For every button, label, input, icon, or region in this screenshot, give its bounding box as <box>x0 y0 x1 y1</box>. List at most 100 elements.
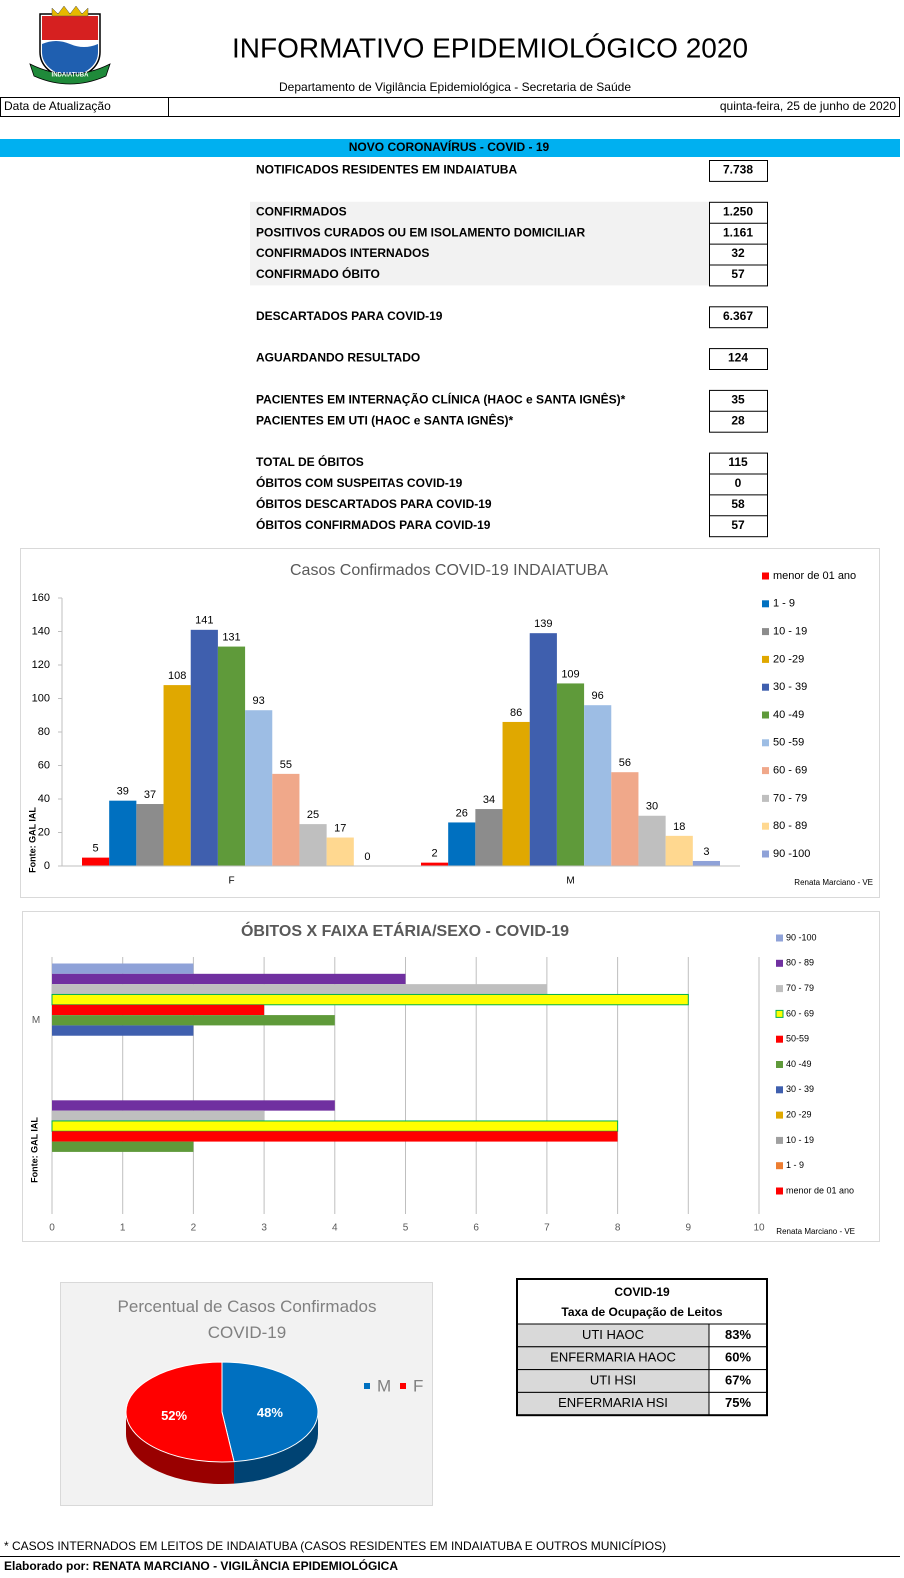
data-label: 17 <box>334 822 346 834</box>
stat-value: 124 <box>728 351 748 365</box>
bar <box>190 629 218 866</box>
data-label: 34 <box>483 794 495 806</box>
data-label: 25 <box>307 809 319 821</box>
bar <box>245 710 273 866</box>
y-tick-label: 120 <box>32 659 50 671</box>
legend-label: 30 - 39 <box>786 1084 814 1094</box>
stat-value: 1.161 <box>723 225 753 239</box>
bar <box>51 993 689 1006</box>
bar <box>448 822 476 866</box>
bar <box>529 633 557 866</box>
legend-label: 60 - 69 <box>786 1008 814 1018</box>
y-tick-label: 160 <box>32 592 50 604</box>
pie-slice <box>221 1361 319 1463</box>
footer-author: Elaborado por: RENATA MARCIANO - VIGILÂN… <box>4 1558 398 1573</box>
legend-swatch <box>776 1035 783 1043</box>
x-tick-label: 7 <box>544 1223 550 1234</box>
legend-swatch <box>762 572 769 580</box>
x-tick-label: 3 <box>261 1223 267 1234</box>
bar <box>692 860 720 866</box>
legend-label: 1 - 9 <box>773 598 795 610</box>
legend-swatch <box>762 628 769 636</box>
bar <box>136 804 164 866</box>
data-label: 86 <box>510 707 522 719</box>
legend-swatch <box>762 767 769 775</box>
bar <box>502 721 530 866</box>
table-label: UTI HSI <box>590 1372 636 1387</box>
stat-label: ÓBITOS CONFIRMADOS PARA COVID-19 <box>256 517 491 532</box>
bar <box>52 1025 194 1036</box>
stat-value: 28 <box>731 413 745 427</box>
data-label: 0 <box>364 851 370 863</box>
legend-swatch <box>776 934 783 942</box>
page-title: INFORMATIVO EPIDEMIOLÓGICO 2020 <box>232 32 748 63</box>
data-label: 109 <box>561 668 579 680</box>
chart-frame <box>22 911 880 1242</box>
data-label: 39 <box>117 786 129 798</box>
legend-swatch <box>776 959 783 967</box>
stats-box <box>709 160 768 182</box>
data-label: 56 <box>619 757 631 769</box>
bar <box>299 824 327 866</box>
legend-swatch <box>762 711 769 719</box>
legend-swatch <box>762 600 769 608</box>
legend-label: 70 - 79 <box>786 983 814 993</box>
table-value: 67% <box>725 1372 751 1387</box>
data-label: 3 <box>703 846 709 858</box>
x-tick-label: 9 <box>686 1223 692 1234</box>
footer-note: * CASOS INTERNADOS EM LEITOS DE INDAIATU… <box>4 1538 666 1553</box>
x-tick-label: 4 <box>332 1223 338 1234</box>
legend-label: menor de 01 ano <box>773 570 856 582</box>
legend-label: 50-59 <box>786 1034 809 1044</box>
bar <box>52 1110 265 1121</box>
chart-title: Casos Confirmados COVID-19 INDAIATUBA <box>290 562 608 579</box>
data-label: 139 <box>534 618 552 630</box>
legend-label: M <box>377 1376 391 1395</box>
stat-value: 57 <box>731 267 745 281</box>
bar <box>52 963 194 974</box>
bar <box>611 772 639 866</box>
data-label: 18 <box>673 821 685 833</box>
stat-label: ÓBITOS DESCARTADOS PARA COVID-19 <box>256 496 492 511</box>
legend-swatch <box>776 1136 783 1144</box>
stat-value: 115 <box>728 455 748 469</box>
legend-swatch <box>776 985 783 993</box>
bar <box>52 973 406 985</box>
x-tick-label: 5 <box>403 1223 409 1234</box>
legend-swatch <box>776 1061 783 1068</box>
y-tick-label: 20 <box>38 826 50 838</box>
data-label: 5 <box>93 843 99 855</box>
bar <box>163 685 191 866</box>
bar <box>665 835 693 866</box>
legend-label: 70 - 79 <box>773 792 807 804</box>
stat-label: CONFIRMADOS INTERNADOS <box>256 246 429 260</box>
stat-value: 6.367 <box>723 309 753 323</box>
data-label: 2 <box>432 848 438 860</box>
legend-swatch <box>776 1187 783 1195</box>
chart-note: Renata Marciano - VE <box>794 878 873 887</box>
stats-highlight <box>250 201 709 286</box>
legend-label: 30 - 39 <box>773 681 807 693</box>
section-band <box>0 139 900 157</box>
legend-swatch <box>762 683 769 691</box>
stat-label: TOTAL DE ÓBITOS <box>256 454 364 469</box>
axis-label: Fonte: GAL IAL <box>27 807 37 873</box>
legend-label: 90 -100 <box>786 932 817 942</box>
pie-side <box>234 1412 318 1484</box>
stats-box <box>709 306 768 329</box>
bar <box>52 984 547 995</box>
table-label: ENFERMARIA HAOC <box>550 1350 676 1365</box>
table-subtitle: Taxa de Ocupação de Leitos <box>561 1305 722 1319</box>
pie-slice <box>125 1361 235 1463</box>
table-label: ENFERMARIA HSI <box>558 1395 668 1410</box>
y-tick-label: 40 <box>38 793 50 805</box>
legend-swatch <box>364 1383 370 1389</box>
bar <box>326 837 354 866</box>
stat-value: 32 <box>731 246 745 260</box>
stat-value: 7.738 <box>723 163 753 177</box>
bar <box>82 857 110 866</box>
legend-swatch <box>775 1009 784 1018</box>
bar <box>109 800 137 866</box>
legend-label: 40 -49 <box>773 709 804 721</box>
